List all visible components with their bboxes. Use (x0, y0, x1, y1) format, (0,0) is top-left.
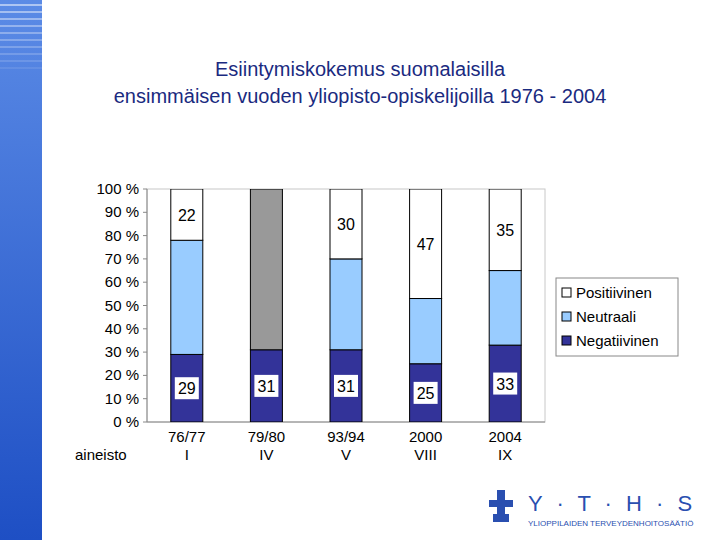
plot-frame (147, 189, 545, 422)
data-label: 31 (258, 378, 276, 395)
bar-segment (171, 354, 203, 422)
data-label: 30 (337, 216, 355, 233)
data-label-bg (175, 204, 199, 226)
y-tick-label: 0 % (113, 413, 139, 430)
y-tick-label: 100 % (96, 180, 139, 197)
canvas: Esiintymiskokemus suomalaisillaensimmäis… (0, 0, 720, 540)
stripe-line (0, 46, 42, 48)
y-tick-label: 90 % (105, 203, 139, 220)
y-tick (143, 422, 147, 423)
y-tick-label: 20 % (105, 366, 139, 383)
legend-swatch (562, 336, 571, 345)
x-tick-label: 2004IX (489, 428, 522, 463)
x-tick-label: 79/80IV (248, 428, 286, 463)
data-label: 33 (496, 376, 514, 393)
data-label: 25 (417, 385, 435, 402)
bar-segment (250, 350, 282, 422)
x-tick-label: 76/77I (168, 428, 206, 463)
bar-segment (330, 259, 362, 350)
x-tick-label: 2000VIII (409, 428, 442, 463)
bar-segment (410, 364, 442, 422)
bar-segment (171, 240, 203, 354)
data-label-bg (414, 382, 438, 404)
bar-segment (330, 350, 362, 422)
data-label: 35 (496, 222, 514, 239)
legend-swatch (562, 288, 571, 297)
data-label-bg (334, 213, 358, 235)
stripe-line (0, 25, 42, 27)
data-label-bg (414, 233, 438, 255)
y-tick (143, 352, 147, 353)
y-tick (143, 189, 147, 190)
stripe-line (0, 67, 42, 69)
logo-subtitle: YLIOPPILAIDEN TERVEYDENHOITOSÄÄTIÖ (528, 519, 693, 528)
y-tick-label: 70 % (105, 250, 139, 267)
y-tick (143, 398, 147, 399)
bar-segment (330, 189, 362, 259)
logo-title: Y · T · H · S (528, 491, 696, 516)
legend-box (556, 278, 678, 356)
y-tick (143, 305, 147, 306)
logo-icon (489, 490, 513, 522)
bar-segment (250, 189, 282, 350)
data-label-bg (493, 219, 517, 241)
x-tick-label: 93/94V (327, 428, 365, 463)
data-labels: 29 31 31 25 33 22 30 47 35 (175, 204, 517, 404)
y-tick (143, 375, 147, 376)
title: Esiintymiskokemus suomalaisillaensimmäis… (114, 58, 607, 107)
bar-segment (489, 189, 521, 271)
bar-segment (489, 271, 521, 346)
data-label-bg (334, 375, 358, 397)
stripe-line (0, 11, 42, 13)
legend-label: Neutraali (576, 308, 636, 325)
legend-swatch (562, 312, 571, 321)
stripe-line (0, 53, 42, 55)
stripe-line (0, 4, 42, 6)
bars (171, 189, 521, 422)
y-tick (143, 212, 147, 213)
data-label: 22 (178, 207, 196, 224)
bar-segment (410, 189, 442, 299)
y-tick-label: 10 % (105, 390, 139, 407)
y-tick (143, 282, 147, 283)
bar-segment (171, 189, 203, 240)
data-label-bg (175, 377, 199, 399)
bar-segment (489, 345, 521, 422)
stripe-line (0, 18, 42, 20)
data-label: 47 (417, 236, 435, 253)
legend-label: Negatiivinen (576, 332, 659, 349)
y-tick-label: 30 % (105, 343, 139, 360)
y-tick-label: 80 % (105, 227, 139, 244)
data-label-bg (493, 373, 517, 395)
bar-segment (410, 299, 442, 364)
stripe-line (0, 60, 42, 62)
stripe-line (0, 39, 42, 41)
side-stripe (0, 0, 42, 540)
y-tick (143, 328, 147, 329)
stripe-line (0, 32, 42, 34)
data-label: 29 (178, 380, 196, 397)
y-tick-label: 50 % (105, 297, 139, 314)
y-tick-label: 40 % (105, 320, 139, 337)
y-tick (143, 258, 147, 259)
x-axis-label: aineisto (75, 446, 127, 463)
legend-label: Positiivinen (576, 284, 652, 301)
y-tick-label: 60 % (105, 273, 139, 290)
data-label-bg (254, 375, 278, 397)
y-tick (143, 235, 147, 236)
data-label: 31 (337, 378, 355, 395)
